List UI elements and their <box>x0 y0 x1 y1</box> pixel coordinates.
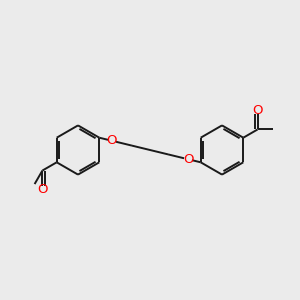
Text: O: O <box>252 104 263 117</box>
Text: O: O <box>183 153 194 166</box>
Text: O: O <box>106 134 117 147</box>
Text: O: O <box>37 183 48 196</box>
